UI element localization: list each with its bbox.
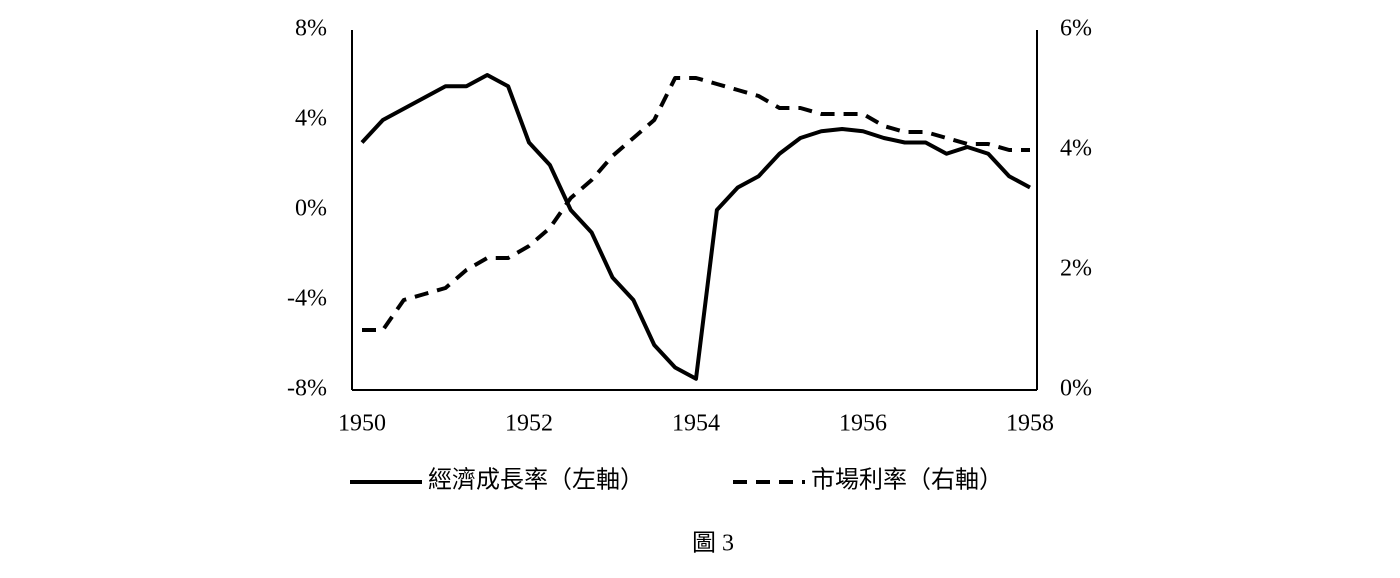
x-tick-label: 1950 xyxy=(338,411,386,437)
y2-tick-label: 0% xyxy=(1060,376,1092,402)
caption: 圖 3 xyxy=(692,531,734,557)
y-tick-label: 0% xyxy=(295,196,327,222)
x-tick-label: 1958 xyxy=(1006,411,1054,437)
y2-tick-label: 2% xyxy=(1060,256,1092,282)
y2-tick-label: 4% xyxy=(1060,136,1092,162)
y-tick-label: 8% xyxy=(295,16,327,42)
y-tick-label: -8% xyxy=(287,376,327,402)
series-line xyxy=(360,73,1031,381)
legend-label: 經濟成長率（左軸） xyxy=(428,467,644,494)
x-tick-label: 1956 xyxy=(839,411,887,437)
y-tick-label: -4% xyxy=(287,286,327,312)
x-tick-label: 1952 xyxy=(505,411,553,437)
y2-tick-label: 6% xyxy=(1060,16,1092,42)
series-line xyxy=(362,76,1030,332)
y-tick-label: 4% xyxy=(295,106,327,132)
legend-label: 市場利率（右軸） xyxy=(811,467,1003,494)
x-tick-label: 1954 xyxy=(672,411,720,437)
